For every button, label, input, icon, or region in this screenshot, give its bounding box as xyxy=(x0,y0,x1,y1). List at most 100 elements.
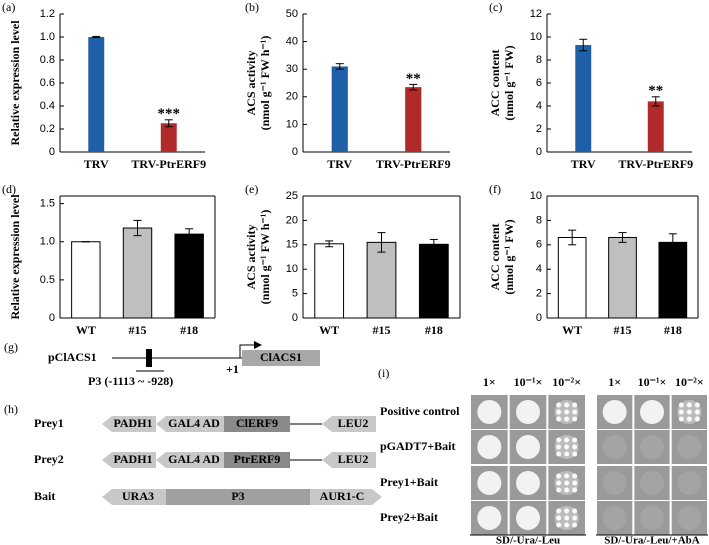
y-axis-label: (nmol g⁻¹ FW h⁻¹) xyxy=(258,210,272,305)
colony xyxy=(572,522,578,528)
colony xyxy=(694,416,700,422)
error-bar xyxy=(335,63,344,70)
construct-part xyxy=(166,489,310,505)
part-label: AUR1-C xyxy=(320,489,365,503)
error-bar xyxy=(185,228,194,240)
colony xyxy=(572,416,578,422)
y-tick-label: 0 xyxy=(292,312,298,324)
bar xyxy=(122,227,153,319)
colony-spot xyxy=(477,471,502,495)
colony-spot xyxy=(602,506,627,530)
y-tick-label: 0 xyxy=(292,146,298,158)
y-tick-label: 4 xyxy=(536,100,542,112)
x-tick-label: TRV xyxy=(571,157,596,171)
y-tick-label: 10 xyxy=(286,118,298,130)
panel-label: (h) xyxy=(4,402,18,416)
x-tick-label: #15 xyxy=(129,323,147,337)
colony xyxy=(572,444,578,450)
colony-spot xyxy=(477,506,502,530)
panel-label: (g) xyxy=(4,340,18,354)
part-label: URA3 xyxy=(122,489,154,503)
construct-part xyxy=(102,416,156,432)
dilution-label: 10⁻¹× xyxy=(514,375,543,389)
bar xyxy=(575,45,592,152)
y-tick-label: 20 xyxy=(286,91,298,103)
colony xyxy=(572,451,578,457)
colony-spot xyxy=(640,435,664,459)
y-axis-label: (nmol g⁻¹ FW) xyxy=(502,219,516,294)
colony xyxy=(556,515,562,521)
y-tick-label: 25 xyxy=(286,190,298,202)
x-tick-label: WT xyxy=(319,323,339,337)
x-tick-label: TRV xyxy=(327,157,352,171)
y-tick-label: 0 xyxy=(536,146,542,158)
construct-part xyxy=(322,416,376,432)
colony xyxy=(564,451,570,457)
colony-spot xyxy=(477,435,502,459)
x-tick-label: #18 xyxy=(664,323,682,337)
row-label: Prey1+Bait xyxy=(380,475,438,489)
colony xyxy=(564,416,570,422)
colony xyxy=(564,437,570,443)
error-bar xyxy=(325,240,334,248)
colony xyxy=(556,402,562,408)
bar xyxy=(658,241,688,319)
colony-spot xyxy=(640,400,664,424)
colony xyxy=(564,480,570,486)
plates: Positive control pGADT7+Bait Prey1+Bait Pre… xyxy=(380,375,708,545)
panel-label: (a) xyxy=(2,0,15,14)
colony xyxy=(572,437,578,443)
colony-spot xyxy=(516,435,540,459)
part-label: ClERF9 xyxy=(236,416,278,430)
y-axis-label: ACS activity xyxy=(244,225,258,290)
bar xyxy=(557,236,587,319)
colony-spot xyxy=(677,506,702,530)
y-tick-label: 20 xyxy=(286,214,298,226)
colony xyxy=(556,416,562,422)
x-tick-label: TRV-PtrERF9 xyxy=(618,157,693,171)
x-tick-label: WT xyxy=(76,323,96,337)
y-tick-label: 40 xyxy=(286,36,298,48)
row-label: Prey2+Bait xyxy=(380,510,438,524)
panel-label: (c) xyxy=(489,0,502,14)
x-tick-label: #18 xyxy=(180,323,198,337)
construct-part xyxy=(310,489,382,505)
colony-spot xyxy=(602,400,627,424)
colony xyxy=(572,515,578,521)
row-label: pGADT7+Bait xyxy=(380,439,456,453)
panel-label: (d) xyxy=(2,182,16,196)
significance: ** xyxy=(648,83,663,99)
colony xyxy=(556,473,562,479)
colony xyxy=(678,409,684,415)
construct-part xyxy=(322,452,376,468)
colony xyxy=(564,409,570,415)
colony-spot xyxy=(602,435,627,459)
construct-part xyxy=(102,452,156,468)
bar xyxy=(608,236,637,319)
colony xyxy=(564,515,570,521)
y-tick-label: 1.0 xyxy=(40,31,55,43)
error-bar xyxy=(618,232,627,243)
y-tick-label: 1.5 xyxy=(40,198,55,210)
dilution-label: 10⁻²× xyxy=(675,375,704,389)
y-tick-label: 6 xyxy=(536,77,542,89)
medium-label: SD/-Ura/-Leu xyxy=(496,535,560,545)
part-label: GAL4 AD xyxy=(168,416,220,430)
construct-name: Prey1 xyxy=(34,416,64,430)
x-tick-label: #18 xyxy=(425,323,443,337)
y-tick-label: 0 xyxy=(536,312,542,324)
bar xyxy=(71,241,101,319)
dilution-label: 10⁻²× xyxy=(552,375,581,389)
y-tick-label: 1.0 xyxy=(40,236,55,248)
y-tick-label: 8 xyxy=(536,214,542,226)
x-tick-label: #15 xyxy=(614,323,632,337)
colony xyxy=(678,416,684,422)
colony-spot xyxy=(640,471,664,495)
probe-label: P3 (-1113 ~ -928) xyxy=(88,374,173,388)
element-mark xyxy=(146,349,152,367)
x-tick-label: TRV-PtrERF9 xyxy=(131,157,206,171)
y-tick-label: 2 xyxy=(536,288,542,300)
x-tick-label: TRV-PtrERF9 xyxy=(376,157,451,171)
y-axis-label: ACC content xyxy=(488,224,502,291)
panel-label: (e) xyxy=(245,182,258,196)
